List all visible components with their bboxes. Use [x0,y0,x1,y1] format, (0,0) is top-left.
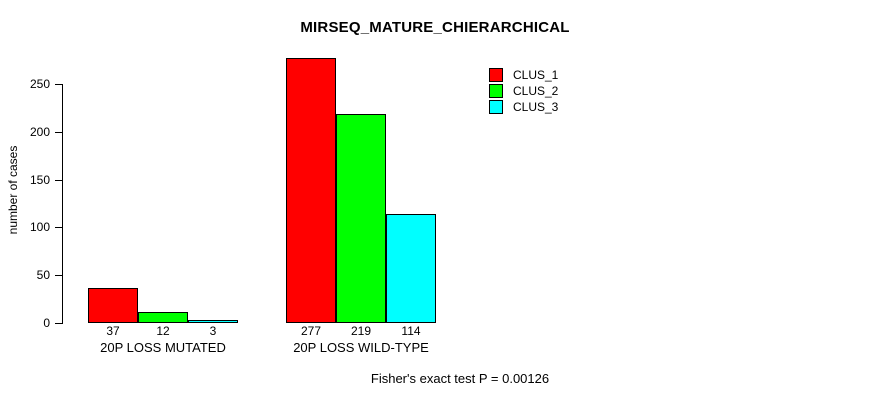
bar-clus_3-group1 [188,320,238,323]
y-tick-label: 250 [29,77,50,91]
legend-label: CLUS_1 [513,68,559,82]
fisher-test-annotation: Fisher's exact test P = 0.00126 [370,371,550,386]
legend-label: CLUS_3 [513,100,559,114]
bar-clus_2-group1 [138,312,188,323]
bar-value-label: 37 [106,324,120,338]
y-tick-label: 50 [36,268,50,282]
y-tick-mark [55,84,62,85]
y-tick-label: 0 [43,316,50,330]
bar-value-label: 114 [401,324,421,338]
legend: CLUS_1 CLUS_2 CLUS_3 [489,67,558,115]
category-label: 20P LOSS MUTATED [100,340,226,355]
bar-clus_2-group2 [336,114,386,323]
bar-clus_1-group1 [88,288,138,323]
legend-row: CLUS_3 [489,99,558,115]
bar-clus_3-group2 [386,214,436,323]
y-tick-label: 100 [29,220,50,234]
y-tick-label: 150 [29,173,50,187]
y-tick-label: 200 [29,125,50,139]
y-axis-line [62,84,63,324]
y-tick-mark [55,180,62,181]
legend-row: CLUS_1 [489,67,558,83]
bar-value-label: 219 [350,324,372,338]
legend-label: CLUS_2 [513,84,559,98]
legend-swatch-clus_1 [489,68,503,82]
bar-value-label: 277 [300,324,322,338]
legend-row: CLUS_2 [489,83,558,99]
y-tick-mark [55,227,62,228]
legend-swatch-clus_2 [489,84,503,98]
y-tick-mark [55,323,62,324]
legend-swatch-clus_3 [489,100,503,114]
bar-value-label: 12 [156,324,170,338]
y-tick-mark [55,275,62,276]
category-label: 20P LOSS WILD-TYPE [293,340,429,355]
bar-clus_1-group2 [286,58,336,323]
chart-title: MIRSEQ_MATURE_CHIERARCHICAL [300,19,570,36]
y-tick-mark [55,132,62,133]
bar-value-label: 3 [209,324,217,338]
